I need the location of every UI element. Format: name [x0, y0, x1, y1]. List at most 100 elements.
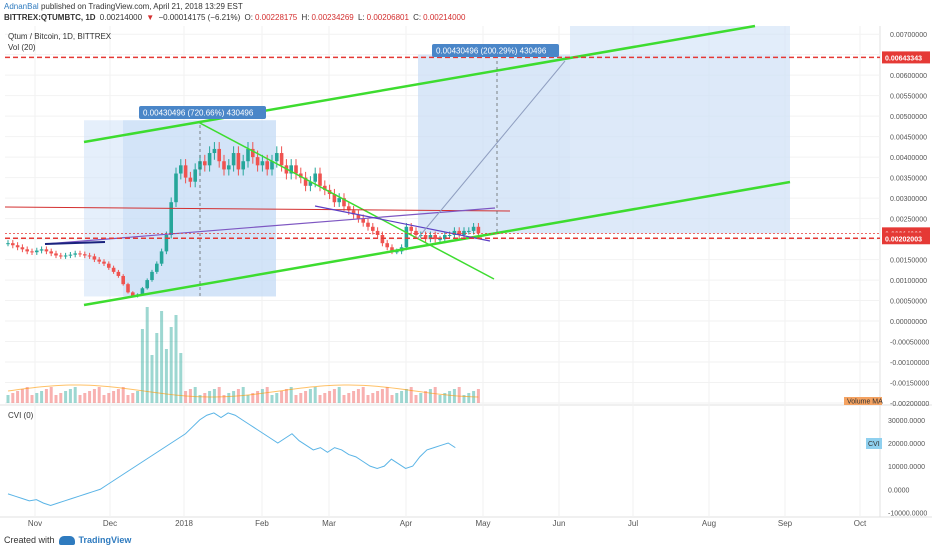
- candle-body: [169, 202, 173, 235]
- candle-body: [25, 249, 29, 252]
- candle-body: [347, 206, 351, 211]
- symbol-label[interactable]: BITTREX:QTUMBTC, 1D: [4, 13, 96, 22]
- volume-bar: [304, 391, 308, 403]
- volume-ma-line: [7, 384, 479, 398]
- candle-body: [423, 234, 428, 240]
- volume-bar: [164, 349, 168, 403]
- candle-body: [102, 261, 106, 264]
- measure-callout-label: 0.00430496 (720.66%) 430496: [143, 109, 254, 118]
- created-with-text: Created with: [4, 535, 55, 545]
- price-tick-label: 0.00400000: [890, 155, 927, 162]
- volume-bar: [136, 391, 140, 403]
- candle-body: [59, 255, 63, 257]
- volume-bar: [246, 395, 250, 403]
- candle-body: [97, 259, 101, 262]
- candle-body: [260, 161, 265, 166]
- candle-body: [83, 254, 87, 256]
- volume-bar: [342, 395, 346, 403]
- tradingview-brand[interactable]: TradingView: [78, 535, 132, 545]
- volume-bar: [366, 395, 370, 403]
- volume-bar: [112, 391, 116, 403]
- price-tick-label: -0.00200000: [890, 401, 929, 408]
- volume-bar: [54, 395, 58, 403]
- tradingview-logo-icon: [58, 535, 75, 545]
- volume-bar: [78, 395, 82, 403]
- purple-trend-line: [314, 205, 491, 242]
- author-name[interactable]: AdnanBal: [4, 2, 39, 11]
- price-tag-label: 0.00202003: [885, 236, 922, 243]
- volume-bar: [83, 393, 87, 403]
- time-tick-label: Feb: [255, 519, 269, 528]
- pane-title: Qtum / Bitcoin, 1D, BITTREX: [8, 32, 112, 41]
- volume-bar: [150, 355, 154, 403]
- open-label: O:: [244, 13, 253, 22]
- volume-bar: [73, 387, 77, 403]
- candle-body: [457, 230, 461, 235]
- candle-body: [183, 165, 188, 178]
- candle-body: [404, 226, 409, 248]
- volume-bar: [332, 389, 336, 403]
- volume-bar: [30, 395, 34, 403]
- volume-bar: [68, 389, 72, 403]
- candle-body: [227, 165, 231, 170]
- price-tick-label: 0.00050000: [890, 299, 927, 306]
- candle-body: [318, 173, 322, 186]
- volume-bar: [6, 395, 10, 403]
- volume-bar: [476, 389, 480, 403]
- volume-bar: [203, 393, 207, 403]
- volume-bar: [251, 393, 255, 403]
- candle-body: [289, 165, 293, 174]
- close-label: C:: [413, 13, 422, 22]
- volume-bar: [20, 389, 24, 403]
- footer: Created with TradingView: [0, 530, 932, 550]
- price-tag: [882, 51, 930, 64]
- candle-body: [217, 148, 221, 162]
- volume-bar: [155, 333, 159, 403]
- candle-body: [332, 194, 337, 203]
- volume-bar: [160, 311, 164, 403]
- candle-body: [193, 169, 197, 182]
- volume-bar: [457, 387, 461, 403]
- volume-bar: [467, 393, 471, 403]
- low-label: L:: [357, 13, 365, 22]
- volume-bar: [294, 395, 298, 403]
- candle-body: [207, 153, 212, 166]
- volume-bar: [371, 393, 375, 403]
- candle-body: [73, 253, 77, 255]
- candle-body: [44, 249, 49, 252]
- volume-ma-tag: [844, 397, 882, 405]
- price-tick-label: 0.00000000: [890, 319, 927, 326]
- volume-bar: [25, 387, 29, 403]
- time-tick-label: Dec: [103, 519, 117, 528]
- volume-bar: [49, 387, 53, 403]
- volume-label: Vol (20): [8, 43, 36, 52]
- candle-body: [188, 177, 193, 182]
- last-price: 0.00214000: [99, 13, 143, 22]
- volume-bar: [145, 307, 149, 403]
- candle-body: [361, 218, 365, 223]
- volume-bar: [289, 387, 293, 403]
- candle-body: [203, 161, 207, 166]
- volume-bar: [16, 391, 20, 403]
- candle-body: [270, 161, 274, 170]
- candle-body: [356, 214, 361, 219]
- chart-header: AdnanBal published on TradingView.com, A…: [0, 0, 932, 24]
- volume-bar: [64, 391, 68, 403]
- volume-bar: [337, 387, 341, 403]
- candle-body: [121, 275, 125, 285]
- time-tick-label: Nov: [28, 519, 42, 528]
- volume-bar: [404, 389, 408, 403]
- volume-bar: [265, 387, 269, 403]
- volume-bar: [131, 393, 135, 403]
- high-value: 0.00234269: [311, 13, 354, 22]
- candle-body: [54, 253, 58, 256]
- candle-body: [179, 165, 183, 174]
- volume-bar: [40, 391, 44, 403]
- candle-body: [279, 153, 284, 166]
- candle-body: [419, 234, 423, 236]
- candle-body: [351, 210, 356, 215]
- volume-bar: [126, 395, 130, 403]
- candle-body: [236, 153, 241, 170]
- candle-body: [385, 243, 389, 248]
